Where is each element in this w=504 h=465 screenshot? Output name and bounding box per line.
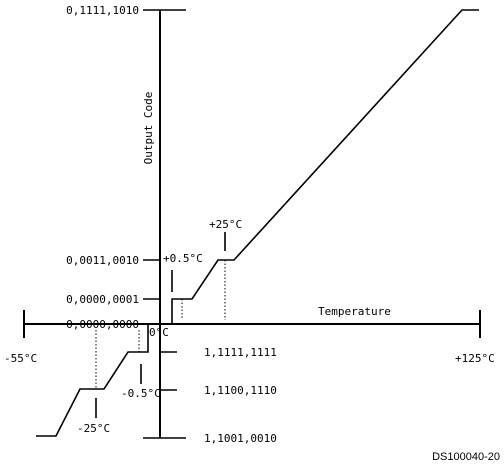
temp-label-plus125: +125°C [455,352,495,365]
y-axis-label: Output Code [142,92,155,165]
temp-label-minus25: -25°C [77,422,110,435]
transfer-curve [36,9,479,437]
figure-id: DS100040-20 [432,451,500,463]
code-label-top: 0,1111,1010 [66,4,139,17]
temp-label-minus55: -55°C [4,352,37,365]
code-label-lsb: 0,0000,0001 [66,293,139,306]
code-label-zero: 0,0000,0000 [66,318,139,331]
code-label-minus-half: 1,1100,1110 [204,384,277,397]
temp-label-zero: 0°C [149,326,169,339]
x-axis-label: Temperature [318,305,391,318]
temp-label-plus25: +25°C [209,218,242,231]
temp-label-minus-half: -0.5°C [121,387,161,400]
temp-label-plus-half: +0.5°C [163,252,203,265]
code-label-bottom: 1,1001,0010 [204,432,277,445]
code-label-minus-one: 1,1111,1111 [204,346,277,359]
code-label-plus-half: 0,0011,0010 [66,254,139,267]
